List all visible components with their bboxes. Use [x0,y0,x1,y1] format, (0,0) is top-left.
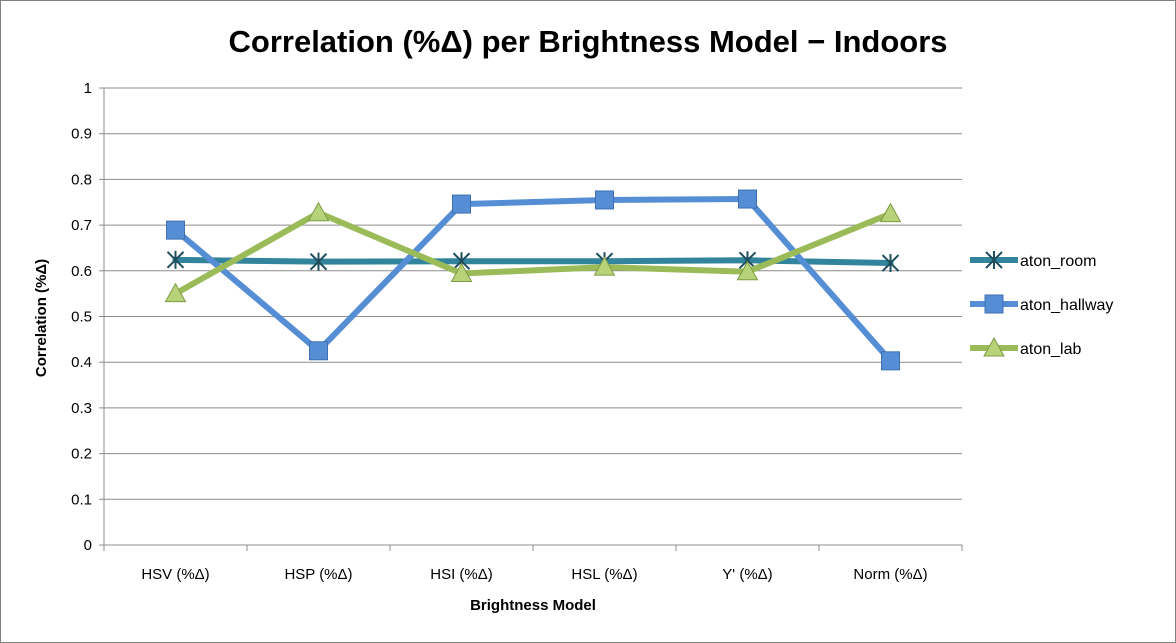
y-tick-label: 0.4 [71,354,92,371]
legend-label: aton_room [1020,253,1097,270]
y-tick-label: 0.7 [71,217,92,234]
chart-title: Correlation (%Δ) per Brightness Model − … [229,24,948,59]
y-tick-label: 0.2 [71,446,92,463]
y-tick-label: 0.3 [71,400,92,417]
legend-item-aton_lab: aton_lab [970,336,1081,358]
series-aton_lab [164,201,902,303]
axes [99,87,963,551]
y-tick-label: 0.6 [71,263,92,280]
x-tick-label: HSV (%Δ) [141,566,209,583]
data-point [309,252,328,271]
x-tick-label: Y' (%Δ) [722,566,772,583]
data-point [166,220,185,240]
data-point [881,254,900,273]
data-point [736,260,759,281]
legend-marker [985,251,1003,269]
data-point [450,262,473,283]
y-tick-label: 0.8 [71,171,92,188]
x-tick-labels: HSV (%Δ) HSP (%Δ) HSI (%Δ) HSL (%Δ) Y' (%Δ) N… [141,566,927,583]
data-point [309,341,328,361]
legend: aton_room aton_hallway aton_lab [970,251,1113,358]
x-tick-label: HSI (%Δ) [430,566,493,583]
legend-item-aton_hallway: aton_hallway [970,294,1113,314]
x-tick-label: HSP (%Δ) [284,566,352,583]
data-point [879,202,902,223]
legend-marker [983,336,1005,357]
series-line [172,196,894,364]
data-point [452,194,471,214]
legend-marker [984,294,1004,314]
data-point [738,189,757,209]
series-aton_hallway [166,189,900,371]
data-point [164,282,187,303]
data-point [595,190,614,210]
series-line [172,209,894,297]
y-tick-label: 0.5 [71,309,92,326]
legend-label: aton_hallway [1020,297,1113,314]
series-layer [164,189,902,371]
y-tick-label: 1 [84,80,92,97]
y-axis-title: Correlation (%Δ) [33,259,50,377]
x-tick-label: Norm (%Δ) [853,566,927,583]
x-axis-title: Brightness Model [470,597,596,614]
y-tick-label: 0.1 [71,491,92,508]
y-tick-label: 0.9 [71,126,92,143]
x-tick-label: HSL (%Δ) [571,566,637,583]
data-point [307,201,330,222]
data-point [593,256,616,276]
y-tick-labels: 0 0.1 0.2 0.3 0.4 0.5 0.6 0.7 0.8 0.9 1 [71,80,92,554]
legend-label: aton_lab [1020,341,1081,358]
data-point [166,250,185,269]
data-point [881,351,900,371]
y-tick-label: 0 [84,537,92,554]
legend-item-aton_room: aton_room [970,251,1097,270]
